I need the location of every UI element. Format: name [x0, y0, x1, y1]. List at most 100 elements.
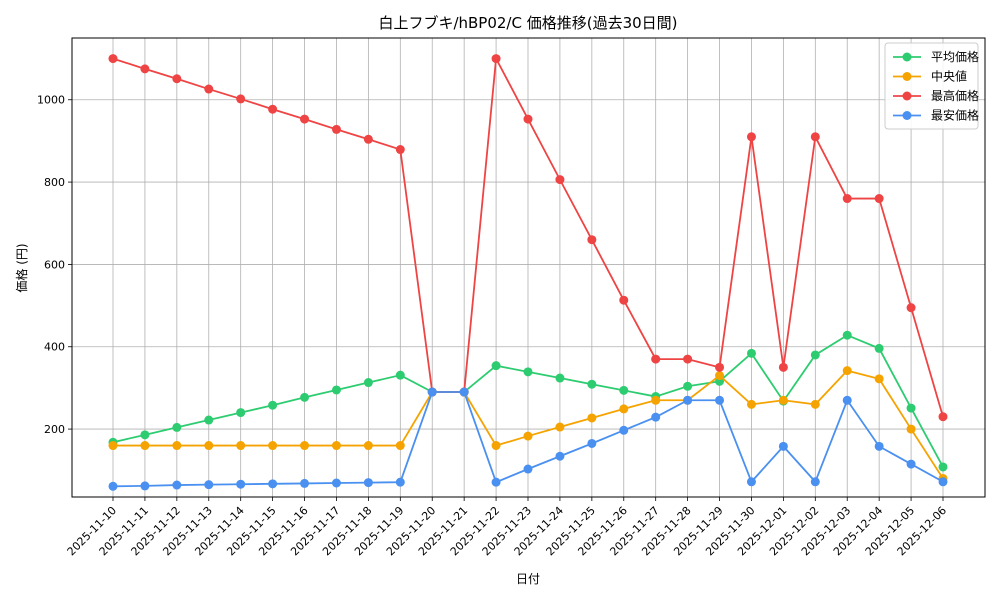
- data-point: [300, 392, 310, 402]
- data-point: [395, 441, 405, 451]
- grid: [72, 38, 985, 497]
- data-point: [810, 477, 820, 487]
- data-point: [746, 132, 756, 142]
- x-axis-title: 日付: [516, 572, 540, 586]
- data-point: [587, 379, 597, 389]
- data-point: [108, 54, 118, 64]
- data-point: [523, 367, 533, 377]
- legend-marker: [902, 111, 912, 120]
- data-point: [108, 441, 118, 451]
- data-point: [300, 114, 310, 124]
- data-point: [619, 385, 629, 395]
- legend-label: 平均価格: [931, 49, 979, 64]
- data-point: [906, 403, 916, 413]
- data-point: [204, 480, 214, 490]
- axes: 2025-11-102025-11-112025-11-122025-11-13…: [37, 37, 986, 558]
- data-point: [395, 477, 405, 487]
- data-point: [715, 371, 725, 381]
- data-point: [810, 350, 820, 360]
- data-point: [140, 441, 150, 451]
- y-tick-label: 800: [44, 176, 65, 189]
- legend-marker: [902, 52, 912, 62]
- data-point: [746, 399, 756, 409]
- data-point: [906, 424, 916, 434]
- data-point: [491, 477, 501, 487]
- data-point: [523, 114, 533, 124]
- data-point: [363, 134, 373, 144]
- data-point: [236, 441, 246, 451]
- data-point: [108, 481, 118, 491]
- data-point: [842, 330, 852, 340]
- legend-box: [884, 42, 979, 130]
- data-point: [746, 348, 756, 358]
- data-point: [651, 412, 661, 422]
- data-point: [619, 425, 629, 435]
- data-point: [395, 370, 405, 380]
- data-point: [746, 477, 756, 487]
- data-point: [619, 295, 629, 305]
- data-point: [619, 404, 629, 414]
- data-point: [204, 84, 214, 94]
- data-point: [331, 385, 341, 395]
- data-point: [555, 451, 565, 461]
- data-point: [140, 481, 150, 491]
- data-point: [140, 430, 150, 440]
- data-point: [459, 387, 469, 397]
- data-point: [683, 354, 693, 364]
- data-point: [906, 303, 916, 313]
- legend-label: 最高価格: [931, 88, 979, 103]
- data-point: [810, 399, 820, 409]
- data-point: [491, 361, 501, 371]
- data-point: [555, 175, 565, 185]
- data-point: [555, 422, 565, 432]
- data-point: [906, 459, 916, 469]
- data-point: [172, 74, 182, 84]
- data-point: [268, 479, 278, 489]
- data-point: [874, 194, 884, 204]
- data-point: [236, 408, 246, 418]
- data-point: [842, 395, 852, 405]
- data-point: [172, 441, 182, 451]
- data-point: [874, 374, 884, 384]
- data-point: [140, 64, 150, 74]
- chart-title: 白上フブキ/hBP02/C 価格推移(過去30日間): [378, 14, 677, 32]
- data-point: [300, 478, 310, 488]
- data-point: [236, 94, 246, 104]
- legend-label: 最安価格: [931, 108, 979, 123]
- data-point: [842, 366, 852, 376]
- data-point: [842, 194, 852, 204]
- data-point: [523, 464, 533, 474]
- data-point: [715, 362, 725, 372]
- data-point: [778, 441, 788, 451]
- y-axis-title: 価格 (円): [14, 243, 29, 292]
- data-point: [427, 387, 437, 397]
- data-point: [683, 395, 693, 405]
- data-point: [363, 378, 373, 388]
- legend-marker: [902, 91, 912, 101]
- data-point: [172, 422, 182, 432]
- data-point: [204, 441, 214, 451]
- data-point: [268, 400, 278, 410]
- y-tick-label: 200: [44, 423, 65, 436]
- data-point: [331, 441, 341, 451]
- y-tick-label: 1000: [37, 94, 65, 107]
- data-point: [683, 381, 693, 391]
- data-point: [331, 124, 341, 134]
- data-point: [938, 412, 948, 422]
- data-point: [204, 415, 214, 425]
- y-tick-label: 600: [44, 258, 65, 271]
- data-point: [715, 395, 725, 405]
- legend-marker: [902, 72, 912, 81]
- data-point: [587, 438, 597, 448]
- data-point: [938, 477, 948, 487]
- data-point: [587, 413, 597, 423]
- data-point: [651, 395, 661, 405]
- data-point: [363, 441, 373, 451]
- legend-label: 中央値: [931, 69, 967, 84]
- data-point: [938, 462, 948, 472]
- data-point: [268, 441, 278, 451]
- data-point: [523, 431, 533, 441]
- data-point: [395, 145, 405, 155]
